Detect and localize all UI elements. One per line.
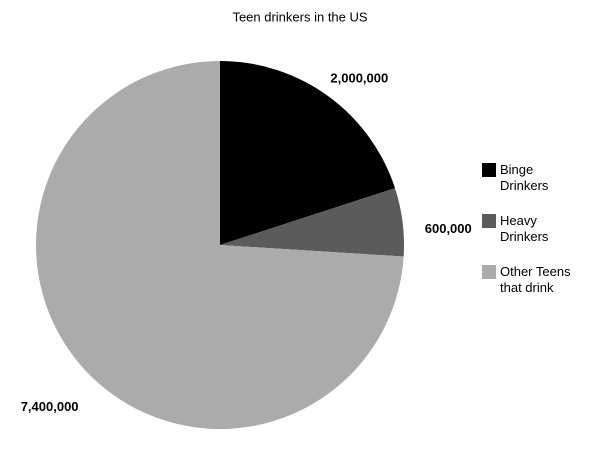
legend-swatch	[482, 265, 496, 279]
legend-entry: Binge Drinkers	[482, 162, 572, 194]
data-label: 7,400,000	[21, 399, 79, 414]
legend-label: Heavy Drinkers	[500, 213, 549, 244]
chart-title: Teen drinkers in the US	[232, 9, 367, 24]
data-label: 600,000	[425, 221, 472, 236]
pie-slice	[220, 61, 395, 245]
legend-swatch	[482, 163, 496, 177]
legend-label: Binge Drinkers	[500, 162, 549, 193]
legend-entry: Heavy Drinkers	[482, 213, 572, 245]
legend-swatch	[482, 214, 496, 228]
legend-label: Other Teens that drink	[500, 264, 571, 295]
pie-slice	[220, 188, 404, 257]
legend-entry: Other Teens that drink	[482, 264, 572, 296]
data-label: 2,000,000	[330, 70, 388, 85]
pie-slice	[36, 61, 404, 429]
